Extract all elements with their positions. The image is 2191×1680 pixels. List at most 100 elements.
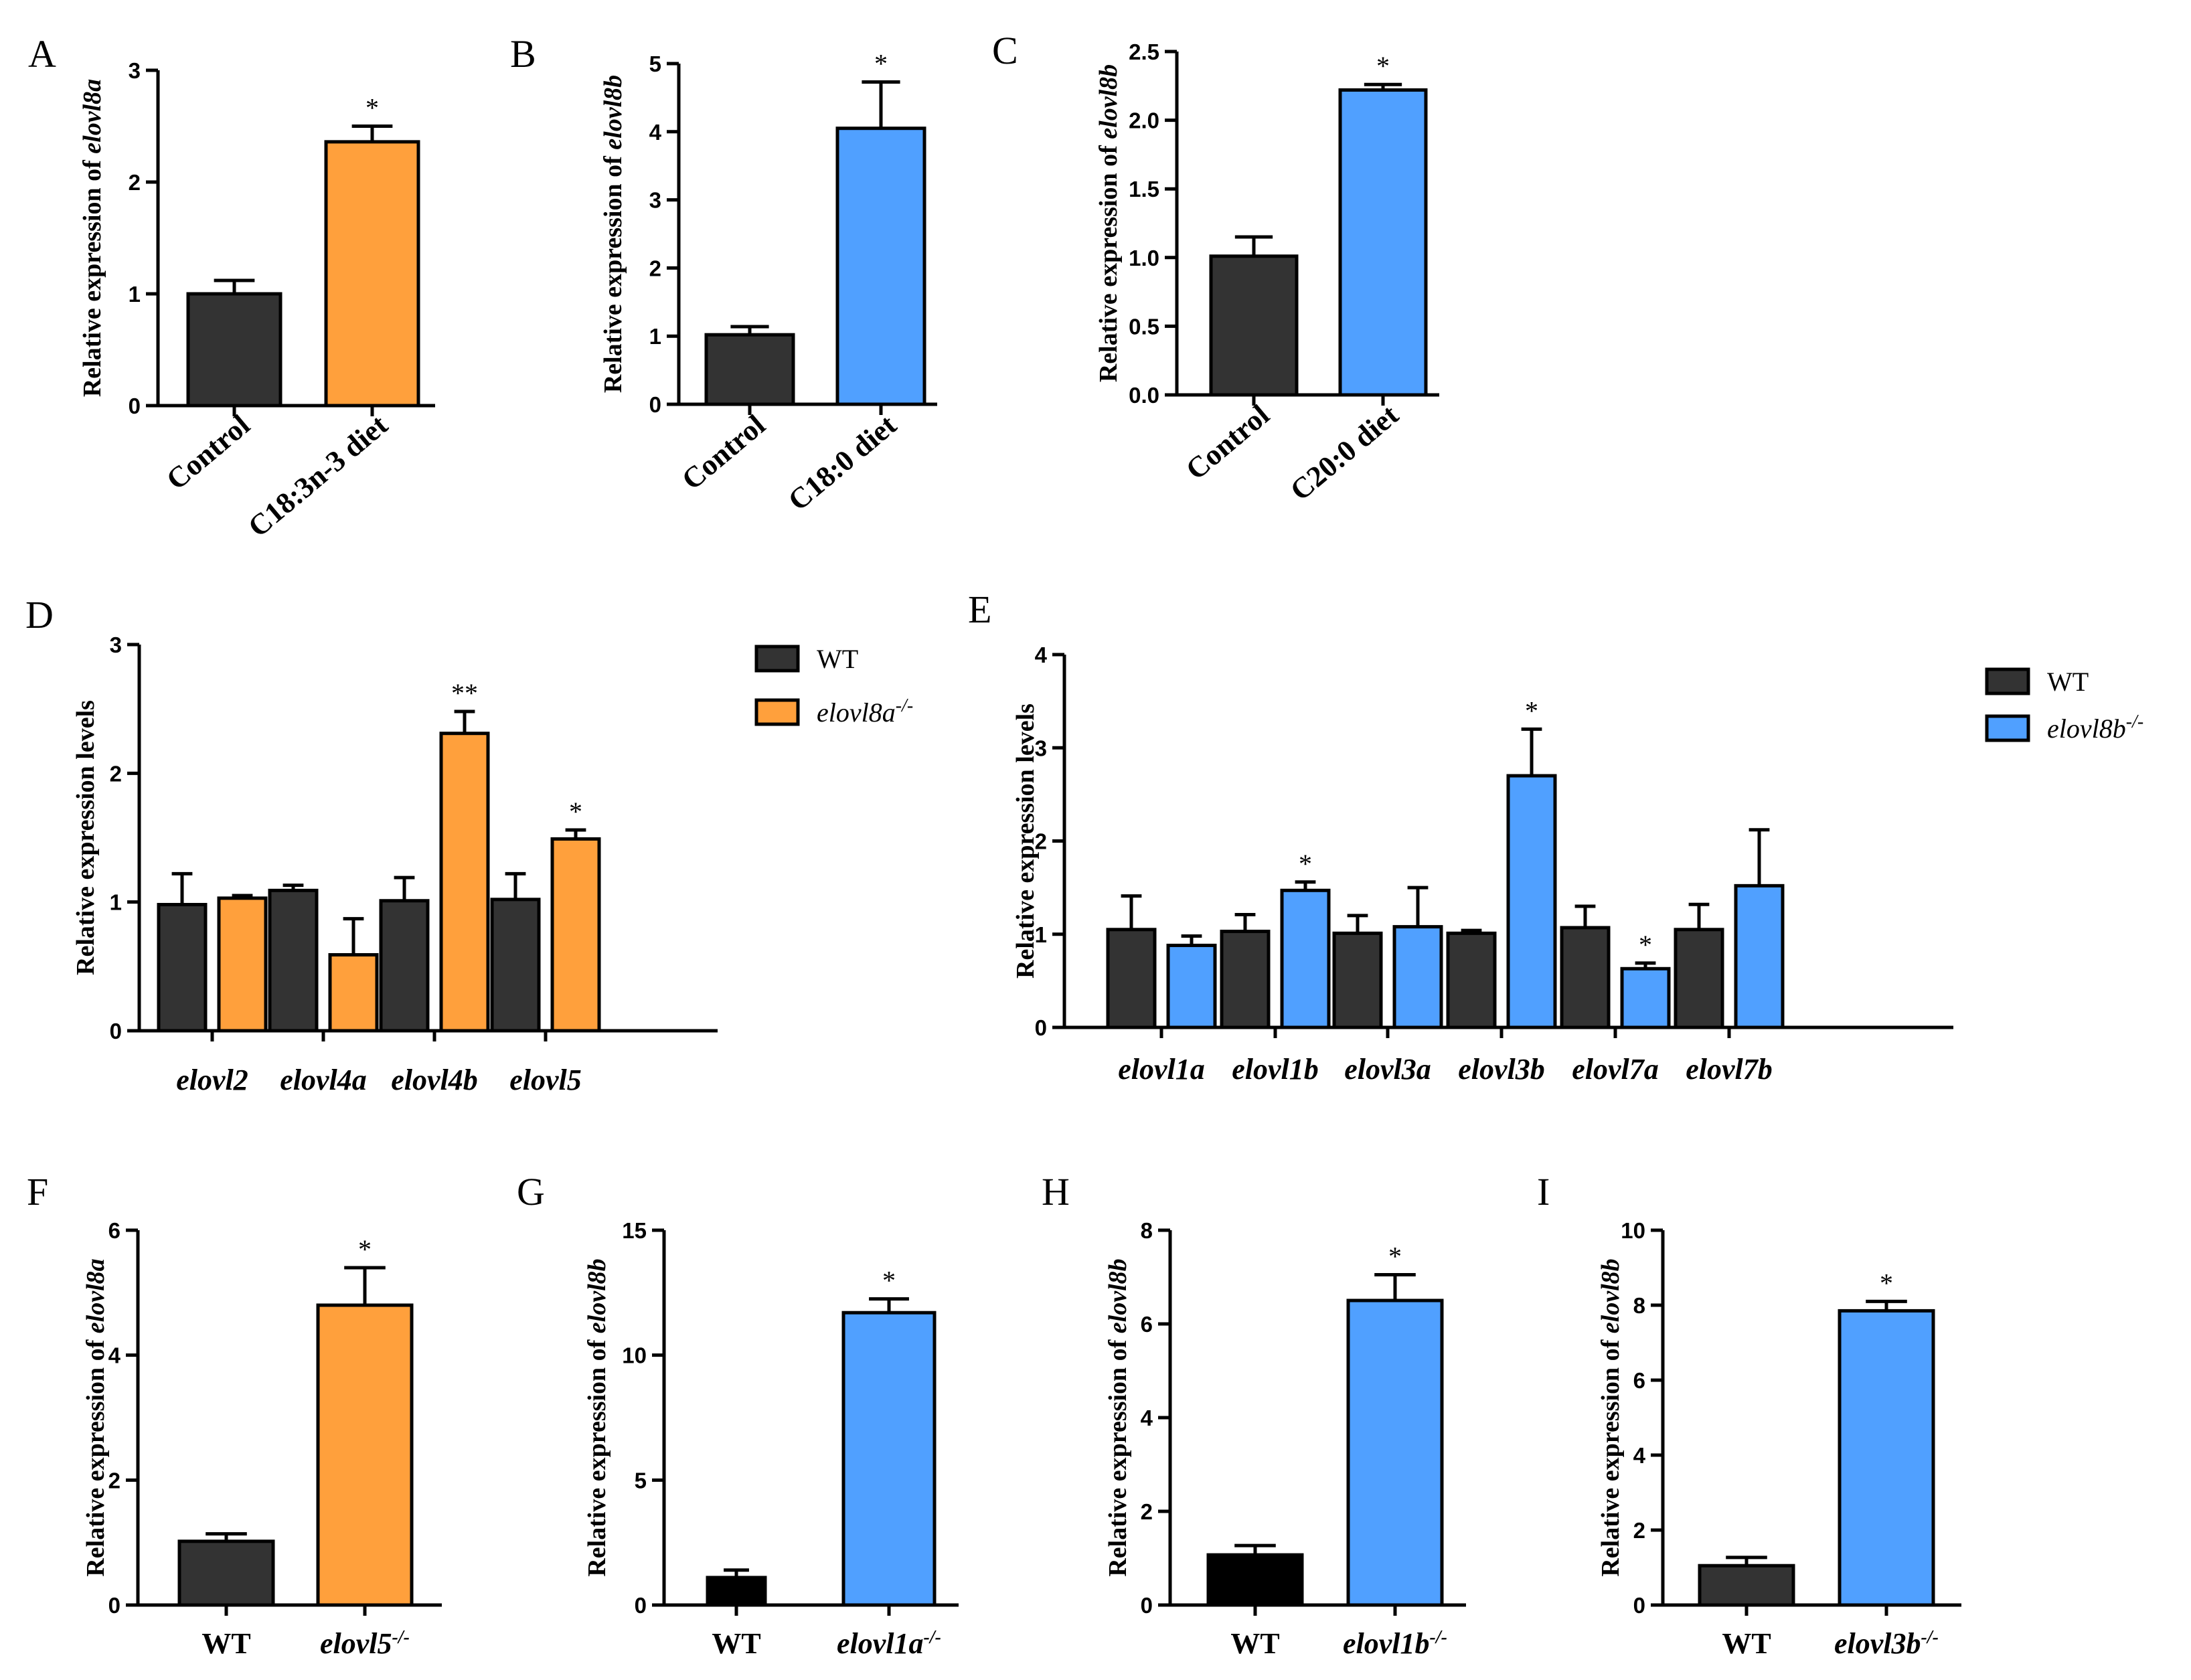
y-axis-label: Relative expression of elovl8b: [1597, 1258, 1625, 1576]
significance-marker: *: [358, 1234, 372, 1264]
bar: [157, 903, 208, 1033]
x-category-label: C18:3n-3 diet: [242, 408, 394, 543]
y-tick-label: 10: [1621, 1218, 1645, 1243]
x-category-label: Control: [675, 408, 771, 496]
legend-swatch: [1985, 714, 2030, 742]
x-category-label: elovl3b: [1458, 1053, 1545, 1086]
y-tick-label: 1: [649, 324, 661, 349]
legend-swatch: [754, 698, 800, 726]
y-tick-label: 0: [129, 394, 141, 418]
panel-letter: C: [992, 29, 1018, 72]
bar: [1106, 928, 1157, 1029]
y-tick-label: 0: [110, 1019, 122, 1043]
y-tick-label: 2: [1141, 1499, 1153, 1524]
x-category-label: elovl2: [176, 1064, 248, 1096]
y-tick-label: 0: [1035, 1015, 1047, 1040]
y-axis-label: Relative expression of elovl8b: [599, 75, 627, 393]
x-category-label: C18:0 diet: [782, 408, 903, 517]
bar: [1206, 1553, 1304, 1607]
panel-g: G 0 5 10 15 Relative expression of elovl8b WT *…: [517, 1170, 959, 1660]
legend-swatch: [1985, 667, 2030, 695]
panel-letter: A: [28, 32, 56, 76]
x-category-label: Control: [160, 408, 256, 496]
bar: [706, 1576, 767, 1607]
y-tick-label: 10: [622, 1343, 647, 1368]
bar: [186, 292, 282, 408]
bar: [490, 898, 541, 1033]
y-tick-label: 6: [1633, 1368, 1645, 1393]
panel-letter: F: [27, 1170, 48, 1213]
legend-label: elovl8b-/-: [2047, 711, 2143, 744]
y-tick-label: 2: [129, 170, 141, 195]
significance-marker: **: [451, 678, 478, 708]
bar: [1220, 930, 1271, 1029]
y-tick-label: 3: [110, 633, 122, 657]
x-category-label: elovl1b-/-: [1343, 1627, 1447, 1661]
y-axis-label: Relative expression of elovl8a: [82, 1258, 110, 1576]
x-category-label: elovl3a: [1344, 1053, 1431, 1086]
x-category-label: elovl3b-/-: [1834, 1627, 1939, 1661]
x-category-label: elovl4b: [391, 1064, 478, 1096]
y-tick-label: 8: [1633, 1293, 1645, 1318]
panel-letter: G: [517, 1170, 545, 1213]
legend: WT elovl8b-/-: [1985, 667, 2143, 744]
y-tick-label: 5: [649, 52, 661, 76]
x-category-label: elovl7a: [1572, 1053, 1659, 1086]
significance-marker: *: [1880, 1268, 1893, 1298]
panel-letter: D: [25, 593, 54, 637]
bar: [550, 837, 601, 1033]
legend-label: elovl8a-/-: [817, 695, 913, 728]
bar: [1280, 888, 1331, 1029]
significance-marker: *: [1639, 930, 1652, 960]
significance-marker: *: [1388, 1242, 1402, 1272]
y-tick-label: 1: [129, 282, 141, 307]
y-tick-label: 0: [1633, 1593, 1645, 1618]
x-category-label: elovl4a: [280, 1064, 367, 1096]
y-tick-label: 6: [108, 1218, 120, 1243]
x-category-label: elovl5: [509, 1064, 582, 1096]
y-tick-label: 4: [108, 1343, 121, 1368]
bar: [1674, 928, 1724, 1029]
significance-marker: *: [1525, 695, 1538, 726]
x-category-label: elovl1a: [1118, 1053, 1205, 1086]
y-tick-label: 2: [649, 256, 661, 280]
x-category-label: Control: [1180, 398, 1275, 486]
panel-letter: E: [968, 588, 991, 631]
x-category-label: WT: [1722, 1627, 1771, 1660]
x-category-label: C20:0 diet: [1284, 398, 1405, 507]
y-axis-label: Relative expression levels: [72, 700, 100, 975]
panel-f: F 0 2 4 6 Relative expression of elovl8a WT * el…: [27, 1170, 442, 1660]
bar: [1560, 926, 1611, 1029]
panel-letter: B: [510, 32, 536, 76]
panel-e: E 0 1 2 3 4 Relative expression levels elovl1a *…: [968, 588, 2143, 1086]
y-tick-label: 1.0: [1129, 246, 1159, 270]
significance-marker: *: [882, 1266, 896, 1296]
y-tick-label: 1: [110, 890, 122, 915]
y-tick-label: 1: [1035, 922, 1047, 947]
y-tick-label: 4: [1633, 1443, 1646, 1468]
x-category-label: elovl1b: [1232, 1053, 1319, 1086]
y-tick-label: 4: [1035, 643, 1048, 667]
bar: [379, 899, 430, 1033]
x-category-label: elovl1a-/-: [837, 1627, 941, 1661]
y-tick-label: 0: [1141, 1593, 1153, 1618]
y-axis-label: Relative expression of elovl8b: [1094, 64, 1123, 382]
panel-a: A 0 1 2 3 Relative expression of elovl8a Contr…: [28, 32, 435, 543]
bar: [1698, 1564, 1795, 1607]
panel-d: D 0 1 2 3 Relative expression levels elovl2 elo…: [25, 593, 913, 1096]
legend-swatch: [754, 645, 800, 673]
bar: [1838, 1309, 1935, 1607]
bar: [1332, 931, 1383, 1029]
y-axis-label: Relative expression of elovl8a: [78, 79, 106, 397]
bar: [1734, 884, 1785, 1029]
significance-marker: *: [1299, 849, 1312, 879]
significance-marker: *: [1376, 51, 1390, 81]
bar: [1506, 774, 1557, 1029]
bar: [1620, 967, 1671, 1029]
legend-label: WT: [817, 644, 858, 674]
y-tick-label: 15: [622, 1218, 647, 1243]
y-tick-label: 0: [649, 392, 661, 417]
bar: [1446, 931, 1497, 1029]
